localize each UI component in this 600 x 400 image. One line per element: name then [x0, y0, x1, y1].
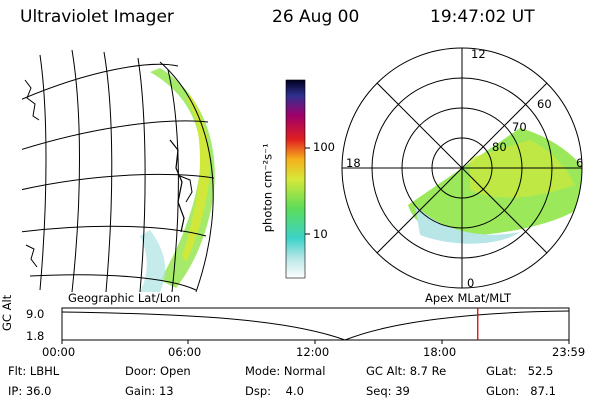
mlat-label-60: 60 — [537, 97, 552, 111]
geographic-panel-label: Geographic Lat/Lon — [68, 291, 181, 305]
timeline-ytick-bottom: 1.8 — [26, 329, 45, 343]
timeline-ytick-top: 9.0 — [26, 307, 45, 321]
mlt-label-0: 0 — [467, 276, 475, 290]
mlt-label-12: 12 — [471, 47, 486, 61]
filter-status: Flt: LBHL — [8, 364, 60, 378]
dsp-status: Dsp: 4.0 — [245, 384, 304, 398]
timeline-axis-label: GC Alt — [0, 294, 14, 331]
mlat-label-70: 70 — [512, 120, 527, 134]
timeline-xtick-1200: 12:00 — [296, 345, 330, 359]
mlt-label-18: 18 — [346, 156, 361, 170]
door-status: Door: Open — [125, 364, 191, 378]
date-label: 26 Aug 00 — [272, 7, 360, 27]
timeline-xtick-1800: 18:00 — [423, 345, 457, 359]
ip-status: IP: 36.0 — [8, 384, 52, 398]
timeline-xtick-0000: 00:00 — [42, 345, 76, 359]
mode-status: Mode: Normal — [245, 364, 326, 378]
time-label: 19:47:02 UT — [430, 7, 535, 27]
colorbar-tick-10: 10 — [313, 227, 328, 241]
glat-status: GLat: 52.5 — [486, 364, 554, 378]
timeline-xtick-2359: 23:59 — [552, 345, 586, 359]
apex-panel-label: Apex MLat/MLT — [425, 291, 512, 305]
instrument-title: Ultraviolet Imager — [20, 7, 174, 27]
colorbar-tick-100: 100 — [313, 140, 335, 154]
timeline-xtick-0600: 06:00 — [168, 345, 202, 359]
seq-status: Seq: 39 — [366, 384, 410, 398]
gain-status: Gain: 13 — [125, 384, 174, 398]
mlt-label-6: 6 — [576, 156, 584, 170]
gc-alt-status: GC Alt: 8.7 Re — [366, 364, 447, 378]
mlat-label-80: 80 — [492, 140, 507, 154]
glon-status: GLon: 87.1 — [486, 384, 556, 398]
